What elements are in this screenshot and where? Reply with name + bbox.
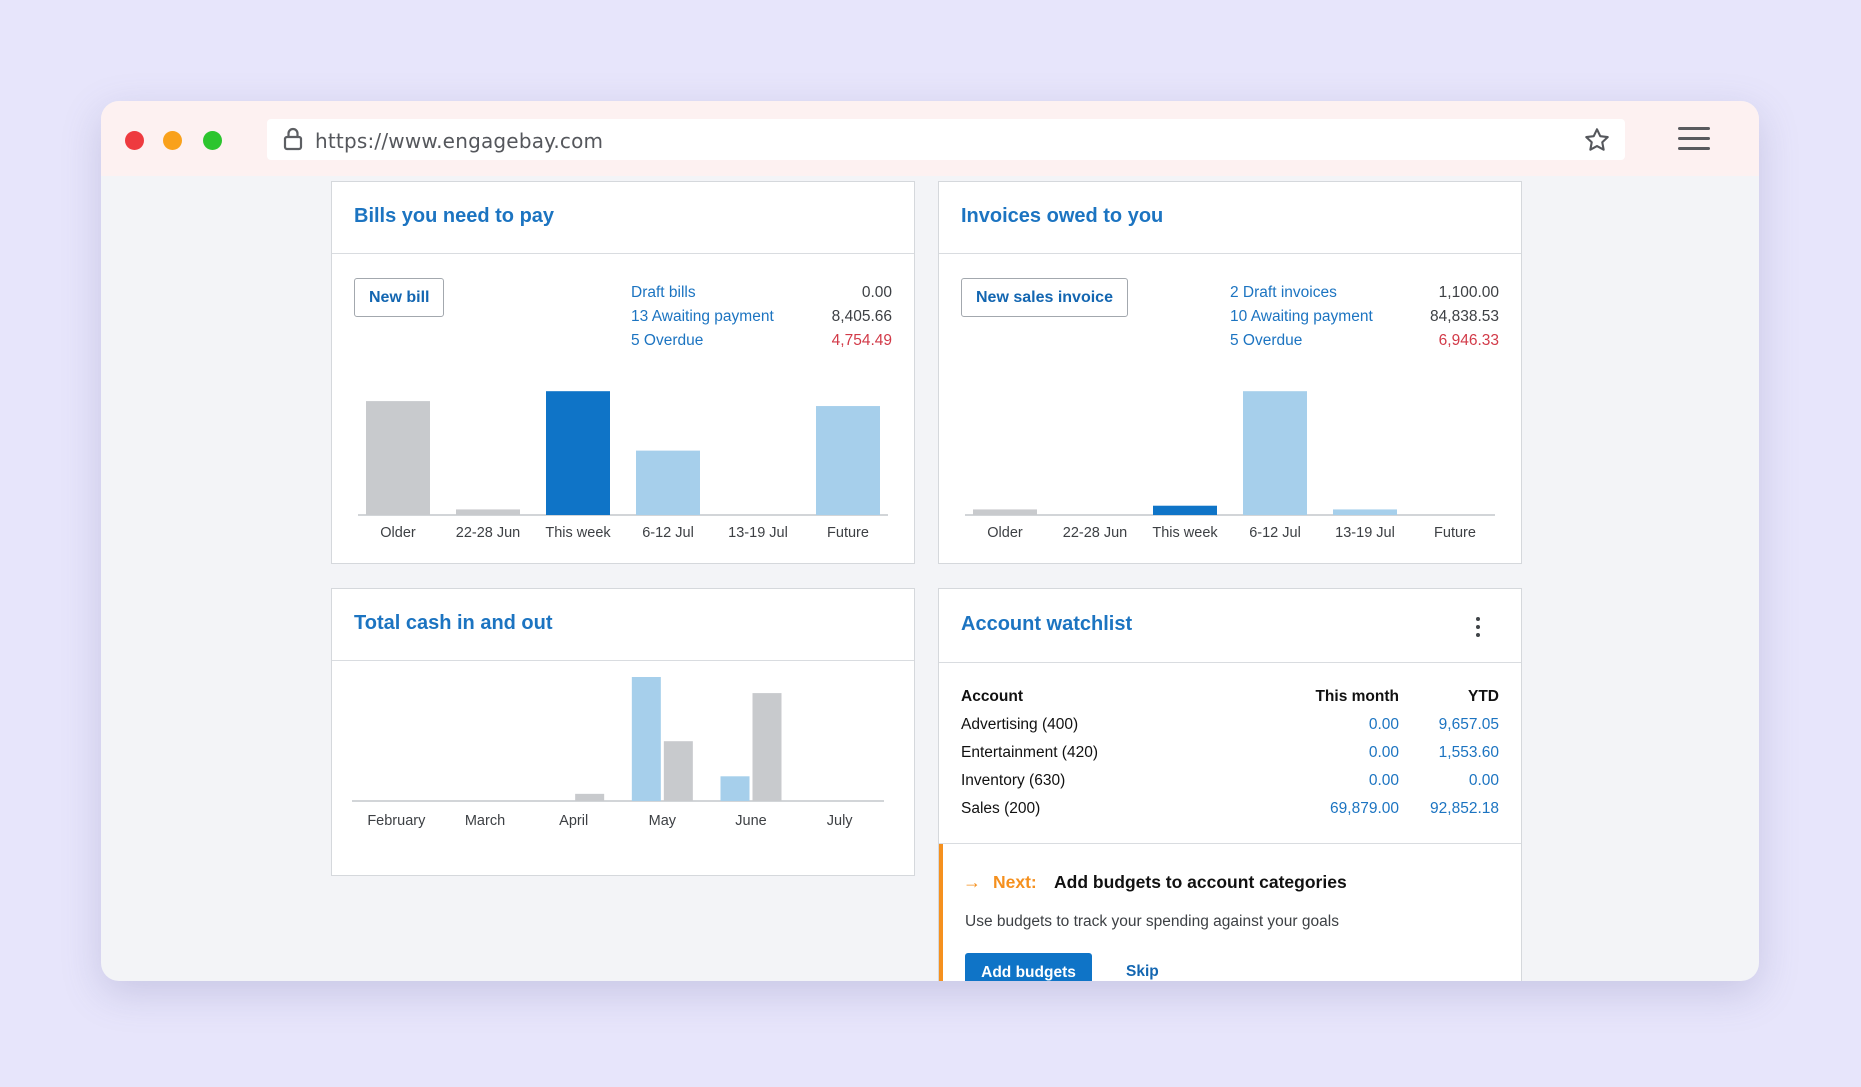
- bar[interactable]: [366, 401, 430, 515]
- watchlist-this-month[interactable]: 0.00: [1368, 772, 1399, 789]
- add-budgets-button[interactable]: Add budgets: [965, 953, 1092, 981]
- invoices-chart-svg: Older 22-28 Jun This week 6-12 Jul 13-19 Jul…: [965, 391, 1495, 541]
- watchlist-card-title[interactable]: Account watchlist: [961, 613, 1133, 635]
- x-tick-label: April: [559, 813, 588, 829]
- bar[interactable]: [1153, 505, 1217, 515]
- column-header-account: Account: [961, 688, 1023, 705]
- x-tick-label: This week: [545, 525, 611, 541]
- cash-chart: February March April May June July: [332, 677, 914, 867]
- x-tick-label: June: [735, 813, 766, 829]
- minimize-window-button[interactable]: [163, 131, 182, 150]
- bar[interactable]: [636, 450, 700, 515]
- awaiting-payment-bills-link[interactable]: 13 Awaiting payment: [631, 308, 774, 325]
- x-tick-label: March: [465, 813, 505, 829]
- bar[interactable]: [1243, 391, 1307, 515]
- bills-card-title[interactable]: Bills you need to pay: [354, 205, 555, 227]
- x-tick-label: 6-12 Jul: [1249, 525, 1301, 541]
- x-tick-label: Older: [380, 525, 416, 541]
- url-text[interactable]: https://www.engagebay.com: [315, 129, 604, 153]
- watchlist-this-month[interactable]: 69,879.00: [1330, 800, 1399, 817]
- account-watchlist-card: Account watchlist Account This month YTD…: [938, 588, 1522, 981]
- column-header-this-month: This month: [1315, 688, 1399, 705]
- bar[interactable]: [720, 776, 750, 801]
- watchlist-ytd[interactable]: 0.00: [1468, 772, 1499, 789]
- skip-button[interactable]: Skip: [1126, 963, 1159, 980]
- bar[interactable]: [456, 509, 520, 515]
- new-bill-button[interactable]: New bill: [354, 278, 445, 317]
- draft-invoices-link[interactable]: 2 Draft invoices: [1230, 284, 1337, 301]
- watchlist-this-month[interactable]: 0.00: [1368, 744, 1399, 761]
- bar[interactable]: [816, 406, 880, 515]
- new-sales-invoice-button[interactable]: New sales invoice: [961, 278, 1128, 317]
- invoices-card-header: Invoices owed to you: [939, 182, 1521, 254]
- x-tick-label: Future: [1434, 525, 1476, 541]
- x-tick-label: 13-19 Jul: [1335, 525, 1395, 541]
- x-tick-label: July: [827, 813, 854, 829]
- draft-bills-link[interactable]: Draft bills: [631, 284, 696, 301]
- draft-bills-value: 0.00: [861, 284, 892, 301]
- watchlist-account-name: Advertising (400): [961, 716, 1079, 733]
- address-bar[interactable]: https://www.engagebay.com: [267, 119, 1625, 160]
- bar[interactable]: [1333, 509, 1397, 515]
- next-step-title: Add budgets to account categories: [1054, 872, 1347, 892]
- invoices-card: Invoices owed to you New sales invoice 2…: [938, 181, 1522, 564]
- x-tick-label: This week: [1152, 525, 1218, 541]
- overdue-invoices-value: 6,946.33: [1438, 332, 1499, 349]
- x-tick-label: 22-28 Jun: [1063, 525, 1128, 541]
- bookmark-star-icon[interactable]: [1583, 126, 1611, 159]
- browser-window: https://www.engagebay.com Bills you need…: [101, 101, 1759, 981]
- next-step-accent-bar: [939, 844, 943, 981]
- next-step-description: Use budgets to track your spending again…: [965, 913, 1339, 930]
- next-label: Next:: [993, 872, 1037, 892]
- invoices-chart: Older 22-28 Jun This week 6-12 Jul 13-19 Jul…: [939, 362, 1521, 547]
- overdue-invoices-link[interactable]: 5 Overdue: [1230, 332, 1303, 349]
- browser-titlebar: https://www.engagebay.com: [101, 101, 1759, 176]
- watchlist-ytd[interactable]: 1,553.60: [1438, 744, 1499, 761]
- bar[interactable]: [575, 793, 605, 801]
- bar[interactable]: [631, 677, 661, 801]
- arrow-right-icon: →: [963, 872, 981, 892]
- maximize-window-button[interactable]: [203, 131, 222, 150]
- watchlist-account-name: Sales (200): [961, 800, 1041, 817]
- more-options-icon[interactable]: [1475, 617, 1481, 637]
- watchlist-account-name: Inventory (630): [961, 772, 1066, 789]
- watchlist-ytd[interactable]: 9,657.05: [1438, 716, 1499, 733]
- x-tick-label: 13-19 Jul: [728, 525, 788, 541]
- x-tick-label: Older: [987, 525, 1023, 541]
- bar[interactable]: [973, 509, 1037, 515]
- cash-chart-svg: February March April May June July: [352, 677, 884, 829]
- total-cash-card: Total cash in and out February March April…: [331, 588, 915, 876]
- watchlist-ytd[interactable]: 92,852.18: [1430, 800, 1499, 817]
- x-tick-label: 6-12 Jul: [642, 525, 694, 541]
- total-cash-card-title[interactable]: Total cash in and out: [354, 612, 553, 634]
- watchlist-account-name: Entertainment (420): [961, 744, 1098, 761]
- x-tick-label: February: [367, 813, 426, 829]
- bar[interactable]: [546, 391, 610, 515]
- invoices-card-title[interactable]: Invoices owed to you: [961, 205, 1164, 227]
- bills-chart-svg: Older 22-28 Jun This week 6-12 Jul 13-19 Jul…: [358, 391, 888, 541]
- x-tick-label: 22-28 Jun: [456, 525, 521, 541]
- hamburger-menu-icon[interactable]: [1678, 127, 1710, 151]
- awaiting-payment-invoices-link[interactable]: 10 Awaiting payment: [1230, 308, 1373, 325]
- lock-icon: [283, 127, 303, 156]
- overdue-bills-value: 4,754.49: [831, 332, 892, 349]
- total-cash-card-header: Total cash in and out: [332, 589, 914, 661]
- next-step-panel: → Next: Add budgets to account categorie…: [939, 843, 1521, 981]
- x-tick-label: May: [649, 813, 677, 829]
- draft-invoices-value: 1,100.00: [1438, 284, 1499, 301]
- watchlist-card-header: Account watchlist: [939, 589, 1521, 663]
- bills-card-header: Bills you need to pay: [332, 182, 914, 254]
- bar[interactable]: [752, 693, 782, 801]
- overdue-bills-link[interactable]: 5 Overdue: [631, 332, 704, 349]
- bills-card: Bills you need to pay New bill Draft bil…: [331, 181, 915, 564]
- column-header-ytd: YTD: [1468, 688, 1499, 705]
- watchlist-this-month[interactable]: 0.00: [1368, 716, 1399, 733]
- bar[interactable]: [663, 741, 693, 801]
- bills-chart: Older 22-28 Jun This week 6-12 Jul 13-19 Jul…: [332, 362, 914, 547]
- awaiting-payment-bills-value: 8,405.66: [831, 308, 892, 325]
- awaiting-payment-invoices-value: 84,838.53: [1430, 308, 1499, 325]
- x-tick-label: Future: [827, 525, 869, 541]
- close-window-button[interactable]: [125, 131, 144, 150]
